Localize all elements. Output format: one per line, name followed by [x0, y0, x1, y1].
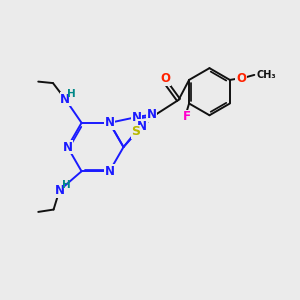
Text: O: O — [236, 72, 246, 85]
Text: H: H — [68, 89, 76, 99]
Text: N: N — [147, 108, 157, 121]
Text: N: N — [137, 120, 147, 133]
Text: N: N — [104, 165, 115, 178]
Text: F: F — [183, 110, 191, 123]
Text: S: S — [131, 125, 140, 138]
Text: N: N — [63, 141, 73, 154]
Text: H: H — [61, 179, 70, 190]
Text: N: N — [60, 93, 70, 106]
Text: CH₃: CH₃ — [257, 70, 276, 80]
Text: N: N — [55, 184, 64, 197]
Text: N: N — [104, 116, 115, 129]
Text: O: O — [160, 72, 170, 85]
Text: N: N — [132, 110, 142, 124]
